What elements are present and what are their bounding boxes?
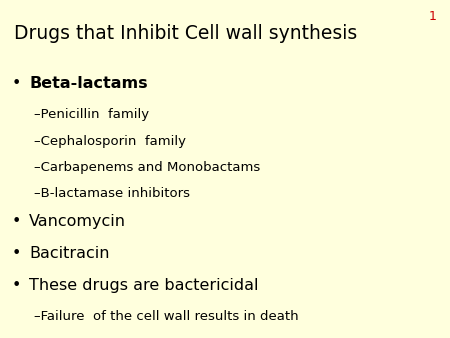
Text: –B-lactamase inhibitors: –B-lactamase inhibitors xyxy=(34,187,190,200)
Text: 1: 1 xyxy=(428,10,436,23)
Text: •: • xyxy=(11,76,21,91)
Text: Drugs that Inhibit Cell wall synthesis: Drugs that Inhibit Cell wall synthesis xyxy=(14,24,357,43)
Text: •: • xyxy=(11,214,21,228)
Text: These drugs are bactericidal: These drugs are bactericidal xyxy=(29,278,259,293)
Text: Bacitracin: Bacitracin xyxy=(29,246,110,261)
Text: Vancomycin: Vancomycin xyxy=(29,214,126,228)
Text: –Cephalosporin  family: –Cephalosporin family xyxy=(34,135,186,147)
Text: •: • xyxy=(11,246,21,261)
Text: •: • xyxy=(11,278,21,293)
Text: Beta-lactams: Beta-lactams xyxy=(29,76,148,91)
Text: –Penicillin  family: –Penicillin family xyxy=(34,108,149,121)
Text: –Carbapenems and Monobactams: –Carbapenems and Monobactams xyxy=(34,161,260,174)
Text: –Failure  of the cell wall results in death: –Failure of the cell wall results in dea… xyxy=(34,310,298,323)
